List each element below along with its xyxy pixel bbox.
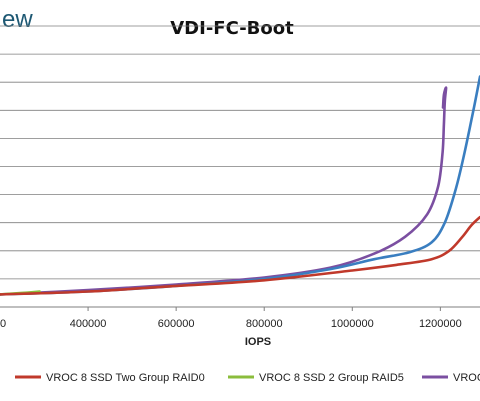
chart-title: VDI-FC-Boot	[170, 18, 294, 39]
legend-entry-label: VROC	[453, 372, 480, 384]
series-line-3	[0, 75, 480, 296]
gridlines	[0, 25, 480, 308]
series-line-2	[0, 86, 448, 296]
x-tick-labels: 400000 600000 800000 1000000 1200000 0	[0, 307, 462, 330]
x-axis-title: IOPS	[245, 336, 271, 348]
x-tick-label-partial: 0	[0, 318, 6, 330]
x-tick-label: 1000000	[331, 318, 374, 330]
brand-logo-fragment: ew	[2, 6, 33, 33]
legend: VROC 8 SSD Two Group RAID0 VROC 8 SSD 2 G…	[15, 372, 480, 384]
series-line-0	[0, 215, 480, 296]
x-tick-label: 600000	[158, 318, 195, 330]
legend-entry-label: VROC 8 SSD Two Group RAID0	[46, 372, 205, 384]
x-tick-label: 1200000	[419, 318, 462, 330]
x-tick-label: 400000	[70, 318, 107, 330]
legend-entry-label: VROC 8 SSD 2 Group RAID5	[259, 372, 404, 384]
x-tick-label: 800000	[246, 318, 283, 330]
series-lines	[0, 75, 480, 296]
